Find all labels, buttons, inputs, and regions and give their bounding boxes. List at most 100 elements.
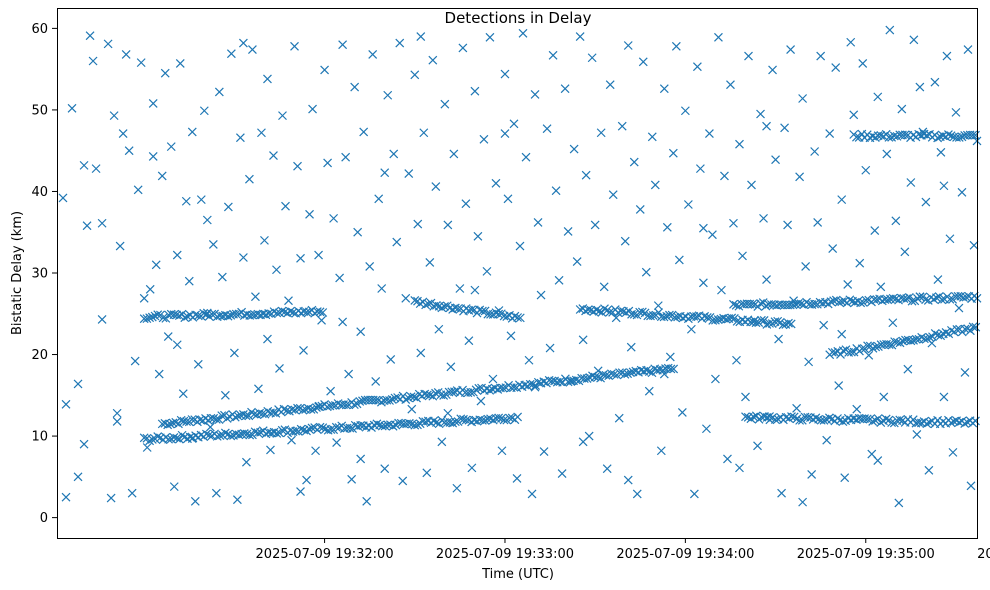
data-point (524, 355, 534, 365)
data-point (711, 374, 720, 384)
data-point (900, 130, 910, 140)
data-point (207, 309, 217, 319)
data-point (333, 399, 343, 408)
data-point (731, 300, 741, 310)
data-point (545, 343, 555, 353)
data-point (389, 149, 399, 159)
data-point (431, 388, 440, 398)
data-point (723, 454, 732, 464)
data-point (717, 285, 726, 295)
data-point (824, 413, 834, 423)
data-point (648, 311, 658, 320)
data-point (803, 412, 813, 422)
data-point (617, 121, 627, 131)
data-point (466, 387, 476, 397)
data-point (738, 251, 747, 261)
data-point (560, 84, 570, 94)
data-point (350, 82, 360, 92)
data-point (371, 377, 381, 386)
data-point (852, 404, 862, 414)
data-point (971, 130, 980, 140)
data-point (448, 418, 458, 428)
data-point (410, 70, 420, 80)
data-point (199, 106, 209, 116)
data-point (79, 439, 89, 449)
data-point (792, 414, 802, 424)
data-point (234, 309, 244, 319)
data-point (205, 422, 215, 432)
data-point (536, 290, 546, 300)
data-point (440, 99, 450, 109)
data-point (112, 416, 122, 426)
data-point (843, 279, 853, 289)
data-point (922, 130, 932, 140)
data-point (968, 130, 978, 140)
data-point (884, 340, 894, 350)
data-point (933, 133, 943, 143)
data-point (533, 218, 543, 227)
data-point (277, 306, 287, 316)
data-point (231, 309, 241, 319)
data-point (157, 171, 167, 181)
data-point (103, 39, 113, 49)
data-point (356, 454, 366, 464)
data-point (341, 152, 351, 162)
data-point (494, 309, 504, 319)
data-point (756, 109, 765, 119)
data-point (115, 241, 125, 251)
data-point (602, 305, 612, 315)
data-point (936, 147, 946, 157)
data-point (780, 123, 790, 133)
data-point (410, 295, 420, 305)
data-point (765, 318, 774, 328)
data-point (220, 390, 230, 400)
data-point (476, 396, 486, 406)
data-point (275, 363, 284, 373)
data-point (314, 250, 323, 260)
data-point (786, 45, 796, 55)
data-point (449, 149, 459, 159)
data-point (528, 379, 538, 389)
data-point (598, 370, 608, 380)
data-point (741, 412, 750, 422)
data-point (969, 240, 979, 250)
data-point (873, 92, 883, 102)
data-point (623, 369, 633, 379)
data-point (732, 316, 742, 326)
data-point (79, 160, 89, 170)
data-point (788, 300, 798, 310)
data-point (383, 420, 393, 430)
data-point (217, 411, 227, 421)
data-point (470, 285, 480, 295)
data-point (629, 309, 639, 319)
data-point (271, 408, 281, 418)
data-point (819, 415, 829, 425)
data-point (795, 415, 805, 425)
data-point (509, 382, 519, 392)
data-point (944, 130, 953, 139)
data-point (653, 301, 663, 311)
data-point (587, 53, 597, 63)
data-point (849, 347, 859, 357)
data-point (181, 196, 191, 206)
data-point (150, 311, 160, 321)
data-point (915, 82, 925, 92)
data-point (223, 311, 233, 321)
data-point (525, 379, 535, 389)
data-point (614, 413, 624, 423)
data-point (272, 308, 282, 318)
data-point (965, 326, 975, 336)
data-point (665, 352, 675, 362)
data-point (238, 409, 248, 419)
data-point (282, 406, 292, 415)
data-point (344, 369, 354, 379)
data-point (615, 368, 624, 378)
data-point (202, 215, 212, 225)
data-point (849, 110, 859, 120)
data-point (169, 310, 179, 320)
data-point (302, 307, 311, 317)
data-point (510, 311, 520, 321)
data-point (887, 418, 897, 427)
data-point (190, 496, 200, 506)
data-point (500, 129, 510, 138)
